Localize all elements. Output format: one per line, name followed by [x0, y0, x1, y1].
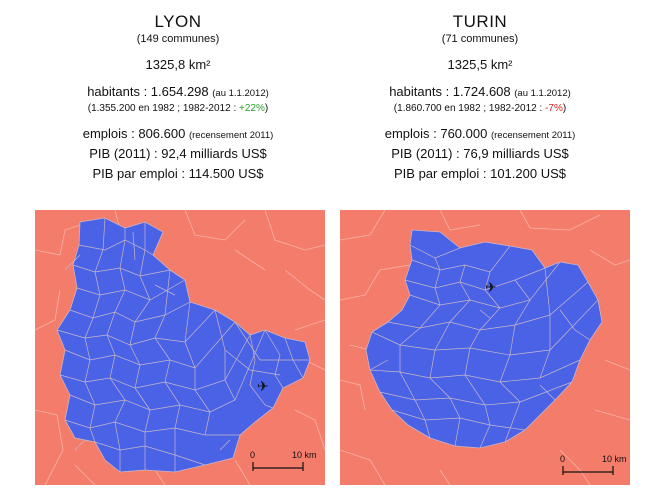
turin-scale-bar: 0 10 km: [560, 454, 627, 475]
turin-map-svg: ✈ 0 10 km: [340, 210, 630, 485]
turin-employment-note: (recensement 2011): [490, 130, 576, 141]
turin-title: TURIN: [452, 12, 508, 31]
turin-employment: emplois : 760.000 (recensement 2011): [330, 126, 630, 141]
turin-evolution-suffix: ): [562, 103, 567, 114]
turin-communes: (71 communes): [441, 33, 519, 45]
turin-evolution-value: -7%: [545, 103, 563, 114]
lyon-map: ✈ 0 10 km: [35, 210, 325, 485]
turin-area: 1325,5 km²: [447, 57, 513, 72]
turin-population-date: (au 1.1.2012): [514, 88, 571, 99]
airport-icon: ✈: [485, 279, 497, 295]
lyon-panel: LYON (149 communes) 1325,8 km² habitants…: [28, 0, 328, 181]
lyon-population-label: habitants : 1.654.298: [87, 84, 209, 99]
lyon-gdp-per-job: PIB par emploi : 114.500 US$: [92, 166, 264, 181]
turin-outside-borders: [340, 210, 630, 485]
turin-panel: TURIN (71 communes) 1325,5 km² habitants…: [330, 0, 630, 181]
turin-map: ✈ 0 10 km: [340, 210, 630, 485]
lyon-communes: (149 communes): [136, 33, 220, 45]
turin-scale-zero: 0: [560, 454, 565, 464]
turin-employment-label: emplois : 760.000: [384, 126, 488, 141]
turin-evolution: (1.860.700 en 1982 ; 1982-2012 : -7%): [330, 103, 630, 114]
turin-commune-borders: [369, 244, 599, 449]
airport-icon: ✈: [257, 378, 269, 394]
lyon-commune-borders: [56, 217, 310, 472]
lyon-evolution-value: +22%: [239, 103, 265, 114]
lyon-scale-bar: 0 10 km: [250, 450, 317, 471]
turin-gdp: PIB (2011) : 76,9 milliards US$: [391, 146, 569, 161]
turin-population: habitants : 1.724.608 (au 1.1.2012): [330, 84, 630, 99]
lyon-employment: emplois : 806.600 (recensement 2011): [28, 126, 328, 141]
lyon-title: LYON: [154, 12, 202, 31]
lyon-region: [56, 217, 311, 473]
lyon-employment-label: emplois : 806.600: [82, 126, 186, 141]
lyon-population: habitants : 1.654.298 (au 1.1.2012): [28, 84, 328, 99]
lyon-evolution-prefix: (1.355.200 en 1982 ; 1982-2012 :: [87, 103, 240, 114]
turin-scale-ten: 10 km: [602, 454, 627, 464]
lyon-scale-zero: 0: [250, 450, 255, 460]
lyon-map-svg: ✈ 0 10 km: [35, 210, 325, 485]
turin-population-label: habitants : 1.724.608: [389, 84, 511, 99]
lyon-population-date: (au 1.1.2012): [212, 88, 269, 99]
lyon-scale-ten: 10 km: [292, 450, 317, 460]
lyon-evolution: (1.355.200 en 1982 ; 1982-2012 : +22%): [28, 103, 328, 114]
lyon-area: 1325,8 km²: [145, 57, 211, 72]
turin-gdp-per-job: PIB par emploi : 101.200 US$: [394, 166, 566, 181]
lyon-gdp: PIB (2011) : 92,4 milliards US$: [89, 146, 267, 161]
turin-evolution-prefix: (1.860.700 en 1982 ; 1982-2012 :: [393, 103, 546, 114]
lyon-evolution-suffix: ): [264, 103, 269, 114]
lyon-employment-note: (recensement 2011): [188, 130, 274, 141]
